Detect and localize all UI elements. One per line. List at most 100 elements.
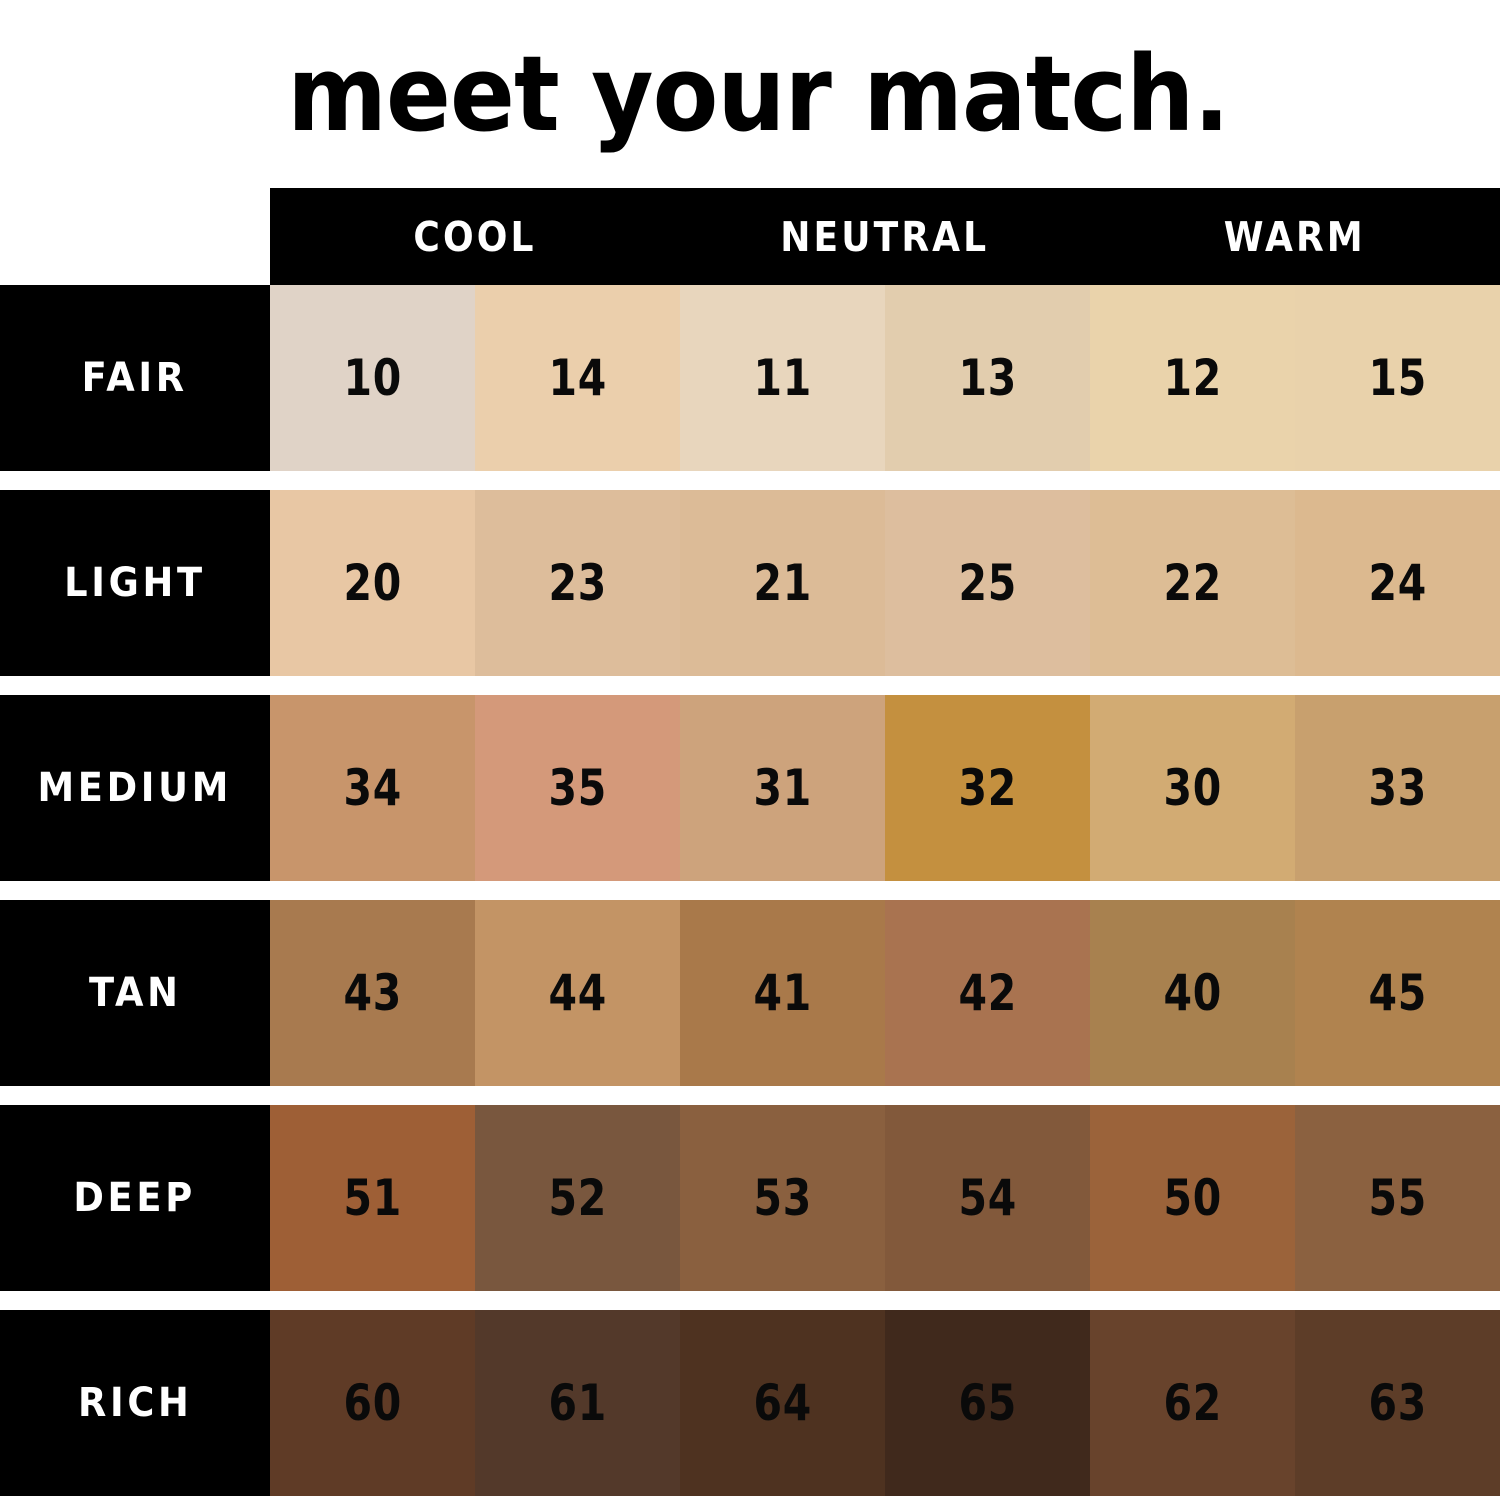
depth-label-fair: FAIR: [0, 285, 270, 471]
depth-label-text: MEDIUM: [37, 765, 233, 811]
depth-label-text: LIGHT: [64, 560, 206, 606]
depth-label-tan: TAN: [0, 900, 270, 1086]
page-title-bar: meet your match.: [0, 0, 1500, 188]
swatch-43[interactable]: 43: [270, 900, 475, 1086]
swatch-number: 35: [548, 759, 607, 817]
swatch-number: 64: [753, 1374, 812, 1432]
swatch-number: 54: [958, 1169, 1017, 1227]
table-row: LIGHT 20 23 21 25 22 24: [0, 490, 1500, 676]
swatch-number: 50: [1163, 1169, 1222, 1227]
table-row: RICH 60 61 64 65 62 63: [0, 1310, 1500, 1496]
swatch-number: 53: [753, 1169, 812, 1227]
swatch-number: 52: [548, 1169, 607, 1227]
swatch-63[interactable]: 63: [1295, 1310, 1500, 1496]
swatch-number: 11: [753, 349, 812, 407]
swatch-12[interactable]: 12: [1090, 285, 1295, 471]
swatch-13[interactable]: 13: [885, 285, 1090, 471]
swatch-42[interactable]: 42: [885, 900, 1090, 1086]
swatch-number: 31: [753, 759, 812, 817]
swatch-55[interactable]: 55: [1295, 1105, 1500, 1291]
swatch-number: 23: [548, 554, 607, 612]
swatch-number: 60: [343, 1374, 402, 1432]
swatch-number: 12: [1163, 349, 1222, 407]
table-row: TAN 43 44 41 42 40 45: [0, 900, 1500, 1086]
swatch-number: 61: [548, 1374, 607, 1432]
shade-grid: FAIR 10 14 11 13 12 15: [0, 285, 1500, 1496]
swatch-54[interactable]: 54: [885, 1105, 1090, 1291]
swatch-10[interactable]: 10: [270, 285, 475, 471]
swatch-number: 21: [753, 554, 812, 612]
swatch-number: 63: [1368, 1374, 1427, 1432]
swatch-53[interactable]: 53: [680, 1105, 885, 1291]
swatch-number: 25: [958, 554, 1017, 612]
swatch-50[interactable]: 50: [1090, 1105, 1295, 1291]
swatch-number: 43: [343, 964, 402, 1022]
page-title: meet your match.: [287, 33, 1230, 155]
swatch-group-light: 20 23 21 25 22 24: [270, 490, 1500, 676]
swatch-33[interactable]: 33: [1295, 695, 1500, 881]
swatch-group-rich: 60 61 64 65 62 63: [270, 1310, 1500, 1496]
swatch-62[interactable]: 62: [1090, 1310, 1295, 1496]
swatch-group-deep: 51 52 53 54 50 55: [270, 1105, 1500, 1291]
swatch-number: 14: [548, 349, 607, 407]
depth-label-text: DEEP: [73, 1175, 197, 1221]
table-row: MEDIUM 34 35 31 32 30 33: [0, 695, 1500, 881]
swatch-number: 32: [958, 759, 1017, 817]
swatch-61[interactable]: 61: [475, 1310, 680, 1496]
swatch-22[interactable]: 22: [1090, 490, 1295, 676]
undertone-group-cool: COOL: [270, 188, 680, 285]
swatch-40[interactable]: 40: [1090, 900, 1295, 1086]
swatch-21[interactable]: 21: [680, 490, 885, 676]
swatch-group-medium: 34 35 31 32 30 33: [270, 695, 1500, 881]
swatch-14[interactable]: 14: [475, 285, 680, 471]
swatch-number: 34: [343, 759, 402, 817]
swatch-60[interactable]: 60: [270, 1310, 475, 1496]
swatch-number: 65: [958, 1374, 1017, 1432]
swatch-number: 44: [548, 964, 607, 1022]
swatch-15[interactable]: 15: [1295, 285, 1500, 471]
swatch-35[interactable]: 35: [475, 695, 680, 881]
depth-label-medium: MEDIUM: [0, 695, 270, 881]
undertone-label-cool: COOL: [413, 212, 537, 261]
swatch-number: 15: [1368, 349, 1427, 407]
swatch-number: 62: [1163, 1374, 1222, 1432]
depth-label-light: LIGHT: [0, 490, 270, 676]
swatch-11[interactable]: 11: [680, 285, 885, 471]
swatch-group-fair: 10 14 11 13 12 15: [270, 285, 1500, 471]
swatch-group-tan: 43 44 41 42 40 45: [270, 900, 1500, 1086]
swatch-number: 51: [343, 1169, 402, 1227]
undertone-label-neutral: NEUTRAL: [780, 212, 990, 261]
swatch-45[interactable]: 45: [1295, 900, 1500, 1086]
table-row: FAIR 10 14 11 13 12 15: [0, 285, 1500, 471]
swatch-number: 10: [343, 349, 402, 407]
swatch-44[interactable]: 44: [475, 900, 680, 1086]
swatch-number: 22: [1163, 554, 1222, 612]
swatch-number: 55: [1368, 1169, 1427, 1227]
swatch-64[interactable]: 64: [680, 1310, 885, 1496]
swatch-number: 20: [343, 554, 402, 612]
undertone-header-row: COOL NEUTRAL WARM: [270, 188, 1500, 285]
swatch-30[interactable]: 30: [1090, 695, 1295, 881]
swatch-24[interactable]: 24: [1295, 490, 1500, 676]
undertone-group-warm: WARM: [1090, 188, 1500, 285]
depth-label-text: TAN: [88, 970, 182, 1016]
swatch-number: 24: [1368, 554, 1427, 612]
swatch-25[interactable]: 25: [885, 490, 1090, 676]
undertone-label-warm: WARM: [1223, 212, 1367, 261]
swatch-23[interactable]: 23: [475, 490, 680, 676]
swatch-number: 30: [1163, 759, 1222, 817]
swatch-31[interactable]: 31: [680, 695, 885, 881]
swatch-20[interactable]: 20: [270, 490, 475, 676]
swatch-34[interactable]: 34: [270, 695, 475, 881]
swatch-number: 42: [958, 964, 1017, 1022]
swatch-32[interactable]: 32: [885, 695, 1090, 881]
swatch-65[interactable]: 65: [885, 1310, 1090, 1496]
swatch-41[interactable]: 41: [680, 900, 885, 1086]
table-row: DEEP 51 52 53 54 50 55: [0, 1105, 1500, 1291]
swatch-52[interactable]: 52: [475, 1105, 680, 1291]
undertone-group-neutral: NEUTRAL: [680, 188, 1090, 285]
depth-label-deep: DEEP: [0, 1105, 270, 1291]
swatch-51[interactable]: 51: [270, 1105, 475, 1291]
swatch-number: 33: [1368, 759, 1427, 817]
